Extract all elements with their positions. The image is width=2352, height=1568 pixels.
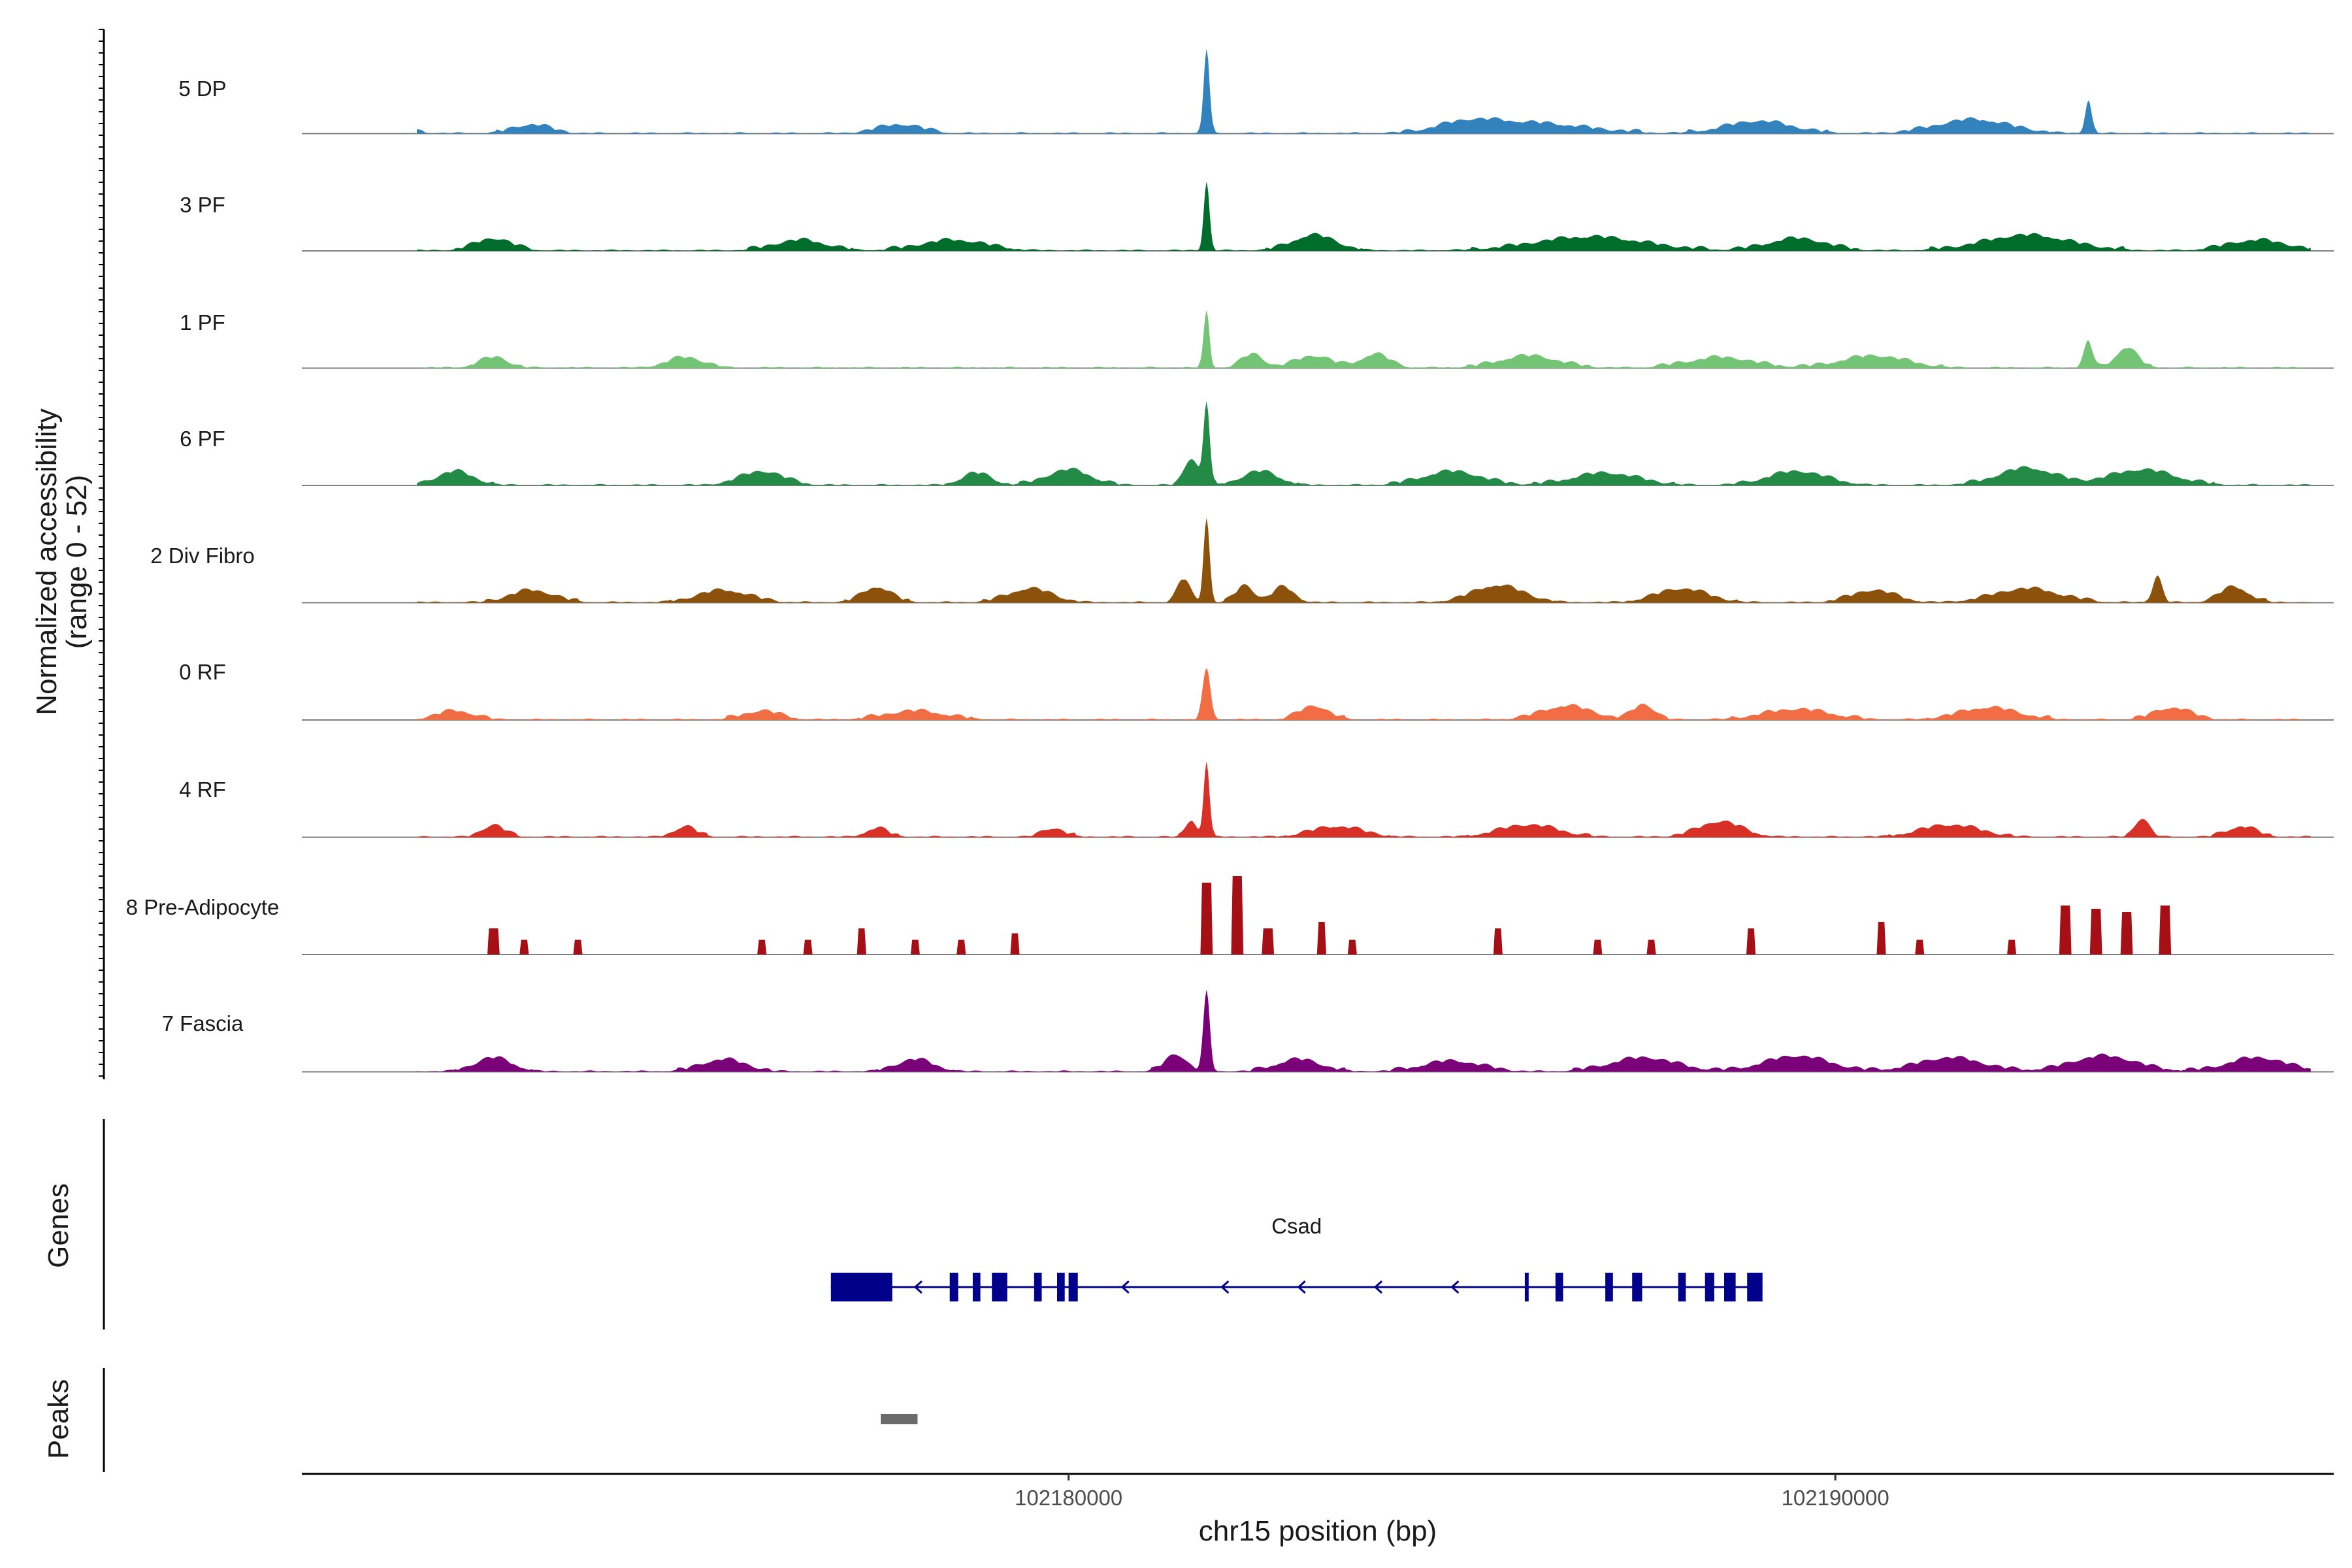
coverage-area-2: [417, 310, 2311, 368]
genes-track-title: Genes: [42, 1183, 74, 1268]
strand-arrow: [1297, 1280, 1306, 1294]
strand-arrow: [1450, 1280, 1460, 1294]
gene-exon: [1632, 1273, 1642, 1301]
peak-region: [881, 1414, 918, 1424]
strand-arrow: [913, 1280, 923, 1294]
gene-exon: [830, 1273, 892, 1301]
coverage-area-0: [417, 48, 2311, 134]
strand-arrow: [1120, 1280, 1130, 1294]
track-label-7-fascia: 7 Fascia: [162, 1011, 244, 1036]
gene-exon: [1034, 1273, 1042, 1301]
coverage-track-5: [302, 668, 2334, 721]
gene-name-label: Csad: [1271, 1214, 1322, 1238]
coverage-area-3: [417, 401, 2311, 485]
y-axis-title-line2: (range 0 - 52): [61, 475, 93, 649]
coverage-y-axis-title: Normalized accessibility (range 0 - 52): [31, 408, 93, 715]
coverage-track-7: [302, 876, 2334, 955]
gene-exon: [1724, 1273, 1736, 1301]
gene-exon: [1747, 1273, 1763, 1301]
coverage-area-4: [417, 517, 2311, 603]
gene-exon: [949, 1273, 958, 1301]
x-axis-title: chr15 position (bp): [1199, 1515, 1437, 1547]
strand-arrow: [1373, 1280, 1383, 1294]
peaks-track-title: Peaks: [42, 1379, 74, 1459]
track-label-6-pf: 6 PF: [180, 427, 225, 451]
gene-exon: [1678, 1273, 1686, 1301]
coverage-track-8: [302, 989, 2334, 1073]
track-label-1-pf: 1 PF: [180, 310, 225, 335]
coverage-area-6: [417, 761, 2311, 838]
track-labels: 5 DP 3 PF 1 PF 6 PF 2 Div Fibro 0 RF 4 R…: [126, 76, 280, 1036]
x-tick-label: 102180000: [1015, 1486, 1122, 1510]
track-label-8-pre-adipocyte: 8 Pre-Adipocyte: [126, 895, 280, 919]
gene-exon: [992, 1273, 1007, 1301]
gene-exon: [1555, 1273, 1563, 1301]
gene-exon: [1705, 1273, 1714, 1301]
coverage-track-1: [302, 181, 2334, 252]
track-label-5-dp: 5 DP: [178, 76, 226, 101]
y-axis-title-line1: Normalized accessibility: [31, 408, 63, 715]
gene-exon: [1524, 1273, 1529, 1301]
coverage-track-6: [302, 761, 2334, 838]
gene-exon: [1068, 1273, 1078, 1301]
coverage-track-3: [302, 401, 2334, 486]
strand-arrow: [1220, 1280, 1230, 1294]
x-tick-label: 102190000: [1782, 1486, 1889, 1510]
track-label-2-div-fibro: 2 Div Fibro: [150, 544, 255, 568]
coverage-track-4: [302, 517, 2334, 604]
track-label-0-rf: 0 RF: [179, 660, 226, 684]
track-label-3-pf: 3 PF: [180, 193, 225, 217]
coverage-track-0: [302, 48, 2334, 135]
track-label-4-rf: 4 RF: [179, 777, 226, 802]
gene-exon: [972, 1273, 981, 1301]
peak-track: [881, 1414, 918, 1424]
coverage-area-7: [417, 876, 2311, 955]
x-axis-ticks: 102180000 102190000: [1015, 1474, 1889, 1510]
coverage-y-axis: [99, 29, 105, 1079]
coverage-area-8: [417, 989, 2311, 1072]
coverage-track-2: [302, 310, 2334, 369]
gene-exon: [1605, 1273, 1613, 1301]
gene-track: Csad: [830, 1214, 1763, 1301]
gene-csad: Csad: [830, 1214, 1763, 1301]
coverage-tracks: [302, 48, 2334, 1073]
coverage-area-5: [417, 668, 2311, 720]
gene-exon: [1057, 1273, 1065, 1301]
coverage-area-1: [417, 181, 2311, 251]
